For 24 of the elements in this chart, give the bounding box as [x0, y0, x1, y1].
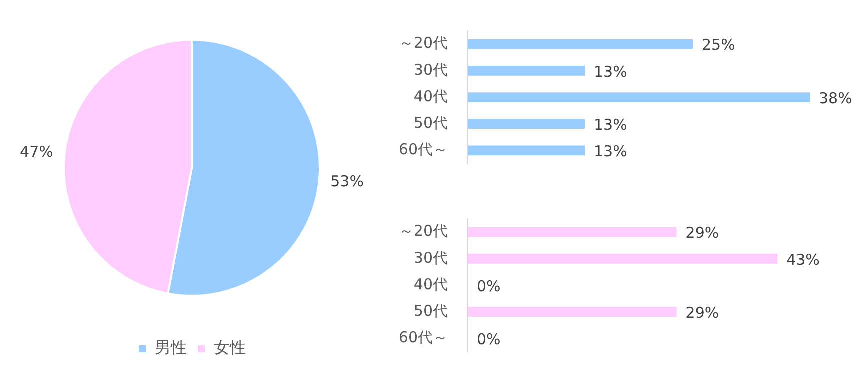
data-label: 29%	[686, 304, 720, 322]
data-label: 25%	[702, 36, 736, 54]
data-label: 38%	[819, 89, 852, 108]
legend-label: 男性	[155, 338, 187, 358]
data-label: 43%	[786, 250, 820, 269]
y-tick-label: 60代～	[398, 140, 448, 159]
y-tick-label: ～20代	[398, 34, 448, 52]
y-tick-label: 40代	[414, 87, 448, 106]
y-tick-label: 50代	[414, 302, 448, 320]
y-tick-label: 50代	[414, 114, 448, 132]
legend-label: 女性	[214, 338, 246, 358]
data-label: 13%	[594, 62, 628, 81]
data-label: 29%	[686, 224, 720, 242]
y-tick-label: 60代～	[398, 328, 448, 347]
data-label: 47%	[20, 143, 54, 162]
data-label: 0%	[477, 277, 501, 296]
data-label: 13%	[594, 116, 628, 134]
y-tick-label: 40代	[414, 275, 448, 294]
y-tick-label: ～20代	[398, 222, 448, 240]
data-label: 53%	[330, 172, 364, 191]
data-label: 13%	[594, 142, 628, 161]
data-label: 0%	[477, 330, 501, 349]
y-tick-label: 30代	[414, 248, 448, 267]
y-tick-label: 30代	[414, 60, 448, 79]
